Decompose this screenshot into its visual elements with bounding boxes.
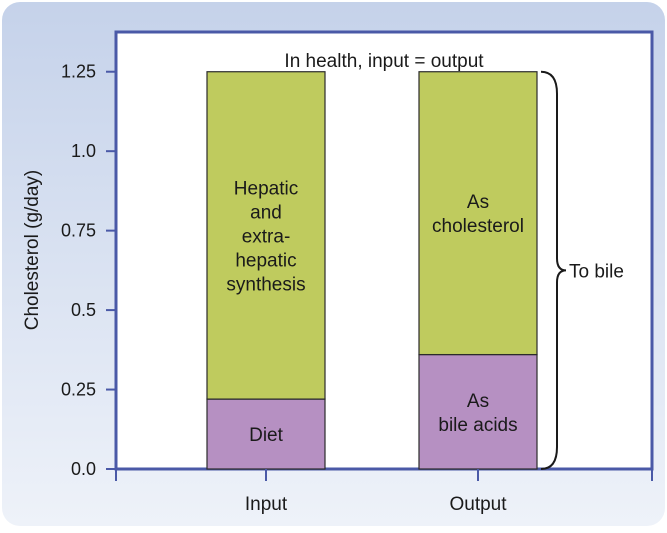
x-tick-label-input: Input <box>245 494 288 515</box>
segment-label-input-1-line-2: extra- <box>242 226 291 247</box>
y-tick-label-1: 0.25 <box>61 380 96 400</box>
annotations: To bile <box>540 70 624 470</box>
y-tick-label-4: 1.0 <box>71 141 96 161</box>
annotation-label-0: To bile <box>569 261 624 282</box>
y-tick-label-5: 1.25 <box>61 62 96 82</box>
segment-label-input-1-line-4: synthesis <box>226 274 305 295</box>
segment-label-output-1-line-1: cholesterol <box>432 216 524 237</box>
y-axis: 0.0 0.25 0.5 0.75 1.0 1.25 <box>61 62 116 479</box>
x-tick-label-output: Output <box>449 494 507 515</box>
y-tick-label-0: 0.0 <box>71 459 96 479</box>
chart-title: In health, input = output <box>284 51 484 72</box>
bar-output-segment-1 <box>418 71 538 356</box>
segment-label-output-1-line-0: As <box>467 192 489 213</box>
bar-output-segment-0 <box>418 353 538 470</box>
plot-area <box>114 30 654 471</box>
segment-label-input-0-line-0: Diet <box>249 425 284 446</box>
segment-label-input-1-line-0: Hepatic <box>234 178 298 199</box>
segment-label-input-1-line-1: and <box>250 202 282 223</box>
segment-label-output-0-line-0: As <box>467 391 489 412</box>
brace-0 <box>540 70 567 470</box>
x-axis: Input Output <box>115 469 653 515</box>
y-axis-label: Cholesterol (g/day) <box>22 170 43 331</box>
segment-label-output-0-line-1: bile acids <box>438 415 517 436</box>
y-tick-label-3: 0.75 <box>61 221 96 241</box>
y-tick-label-2: 0.5 <box>71 300 96 320</box>
segment-label-input-1-line-3: hepatic <box>235 250 296 271</box>
bars: Diet Hepatic and extra-hepatic synthesis As bi… <box>206 71 538 470</box>
bar-input-segment-1 <box>206 71 326 400</box>
